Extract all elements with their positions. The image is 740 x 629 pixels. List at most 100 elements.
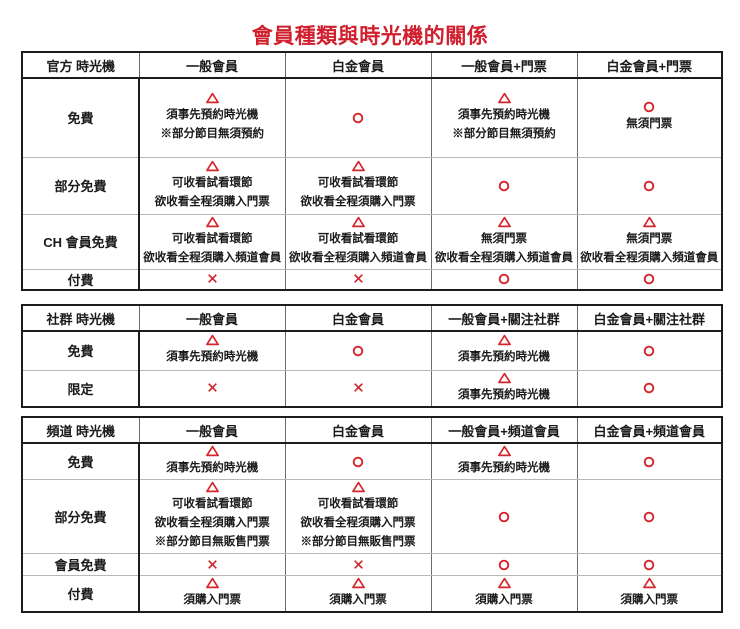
triangle-icon — [205, 160, 219, 172]
cell-content: 須購入門票 — [286, 576, 430, 611]
triangle-icon — [497, 334, 511, 346]
official-timemachine-table: 官方 時光機 一般會員 白金會員 一般會員+門票 白金會員+門票 免費 須事先預約時光機 ※部… — [21, 51, 723, 291]
matrix-cell — [576, 268, 723, 291]
cell-text: ※部分節目無須預約 — [160, 127, 265, 140]
cell-text: 須購入門票 — [475, 594, 533, 606]
triangle-icon — [205, 445, 219, 457]
matrix-cell: 可收看試看環節 欲收看全程須購入頻道會員 — [284, 213, 432, 270]
cell-text: 須事先預約時光機 — [458, 388, 550, 401]
matrix-cell — [576, 553, 723, 576]
matrix-cell: 須事先預約時光機 — [430, 369, 578, 407]
matrix-cell: 須事先預約時光機 ※部分節目無須預約 — [138, 77, 286, 158]
header-row: 頻道 時光機 一般會員 白金會員 一般會員+頻道會員 白金會員+頻道會員 — [21, 416, 723, 444]
row-label: 限定 — [21, 369, 140, 407]
matrix-cell — [138, 369, 286, 407]
cell-text: 須事先預約時光機 — [166, 108, 259, 121]
circle-icon — [643, 559, 655, 571]
cell-text: 無須門票 — [481, 232, 527, 245]
row-label: 免費 — [21, 442, 140, 480]
table-row: 免費 須事先預約時光機 須事先預約時光機 — [21, 442, 723, 480]
cell-text: 須事先預約時光機 — [458, 351, 550, 364]
column-header-cell: 一般會員 — [138, 51, 286, 79]
triangle-icon — [205, 481, 219, 493]
cell-text: ※部分節目無販售門票 — [300, 536, 416, 548]
cell-content — [578, 381, 721, 395]
cell-text: 可收看試看環節 — [172, 498, 253, 510]
cell-content: 無須門票 欲收看全程須購入頻道會員 — [578, 215, 721, 268]
cell-content: 須事先預約時光機 — [140, 444, 284, 479]
cell-text: 無須門票 — [626, 232, 673, 245]
cell-content — [140, 558, 284, 572]
cell-content — [578, 272, 721, 286]
row-label: 會員免費 — [21, 553, 140, 576]
triangle-icon — [205, 334, 219, 346]
circle-icon — [352, 112, 364, 124]
triangle-icon — [497, 445, 511, 457]
matrix-cell: 須購入門票 — [284, 575, 432, 613]
cell-content — [286, 111, 430, 125]
matrix-cell — [284, 442, 432, 480]
row-label: 免費 — [21, 77, 140, 158]
corner-header-cell: 頻道 時光機 — [21, 416, 140, 444]
cell-content — [578, 510, 721, 524]
cell-content: 可收看試看環節 欲收看全程須購入門票 ※部分節目無販售門票 — [286, 481, 430, 553]
circle-icon — [498, 273, 510, 285]
table-row: 部分免費 可收看試看環節 欲收看全程須購入門票 可收看試看環節 欲收看全程須購入門票 — [21, 156, 723, 215]
cell-content: 須事先預約時光機 ※部分節目無須預約 — [140, 91, 284, 145]
matrix-cell: 可收看試看環節欲收看全程須購入門票 ※部分節目無販售門票 — [138, 479, 286, 554]
matrix-cell: 可收看試看環節 欲收看全程須購入門票 — [138, 156, 286, 215]
header-row: 官方 時光機 一般會員 白金會員 一般會員+門票 白金會員+門票 — [21, 51, 723, 79]
column-header-cell: 白金會員+門票 — [576, 51, 723, 79]
channel-timemachine-table: 頻道 時光機 一般會員 白金會員 一般會員+頻道會員 白金會員+頻道會員 免費 須事先預約時… — [21, 416, 723, 613]
cell-content — [578, 558, 721, 572]
matrix-cell — [430, 268, 578, 291]
triangle-icon — [497, 216, 511, 228]
cell-content: 可收看試看環節 欲收看全程須購入門票 — [140, 159, 284, 213]
matrix-cell — [576, 442, 723, 480]
table-row: 免費 須事先預約時光機 ※部分節目無須預約 須事先預約時光機 ※部分節目無須預約 無須門票 — [21, 77, 723, 158]
cell-text: 須購入門票 — [620, 594, 679, 606]
cell-content — [578, 344, 721, 358]
cell-content: 可收看試看環節欲收看全程須購入門票 ※部分節目無販售門票 — [140, 481, 284, 553]
triangle-icon — [205, 216, 219, 228]
circle-icon — [498, 180, 510, 192]
circle-icon — [643, 101, 655, 113]
row-label: 部分免費 — [21, 479, 140, 554]
cell-content — [286, 381, 430, 395]
matrix-cell: 須購入門票 — [430, 575, 578, 613]
matrix-cell: 無須門票 欲收看全程須購入頻道會員 — [576, 213, 723, 270]
triangle-icon — [205, 92, 219, 104]
triangle-icon — [497, 577, 511, 589]
corner-header-cell: 社群 時光機 — [21, 304, 140, 332]
cell-text: ※部分節目無販售門票 — [154, 536, 270, 548]
cell-text: 欲收看全程須購入門票 — [154, 517, 270, 529]
matrix-cell: 可收看試看環節 欲收看全程須購入門票 ※部分節目無販售門票 — [284, 479, 432, 554]
cross-icon — [353, 559, 364, 571]
matrix-cell — [430, 553, 578, 576]
matrix-cell — [284, 369, 432, 407]
matrix-cell — [576, 330, 723, 371]
matrix-cell — [576, 369, 723, 407]
matrix-cell — [138, 553, 286, 576]
triangle-icon — [497, 92, 511, 104]
row-label: 付費 — [21, 268, 140, 291]
matrix-cell: 可收看試看環節 欲收看全程須購入門票 — [284, 156, 432, 215]
cell-text: ※部分節目無須預約 — [452, 127, 556, 140]
column-header-cell: 一般會員 — [138, 304, 286, 332]
matrix-cell — [284, 268, 432, 291]
cell-content: 須事先預約時光機 — [432, 444, 576, 479]
column-header-cell: 一般會員+關注社群 — [430, 304, 578, 332]
page-title: 會員種類與時光機的關係 — [251, 25, 489, 49]
triangle-icon — [351, 481, 365, 493]
column-header-cell: 白金會員 — [284, 304, 432, 332]
matrix-cell: 須事先預約時光機 — [430, 330, 578, 371]
matrix-table: 頻道 時光機 一般會員 白金會員 一般會員+頻道會員 白金會員+頻道會員 免費 須事先預約時… — [21, 416, 723, 613]
matrix-cell — [576, 479, 723, 554]
cell-content — [432, 558, 576, 572]
circle-icon — [643, 456, 655, 468]
triangle-icon — [642, 577, 656, 589]
cell-content: 無須門票 欲收看全程須購入頻道會員 — [432, 215, 576, 268]
circle-icon — [498, 511, 510, 523]
column-header-cell: 一般會員+門票 — [430, 51, 578, 79]
triangle-icon — [351, 577, 365, 589]
